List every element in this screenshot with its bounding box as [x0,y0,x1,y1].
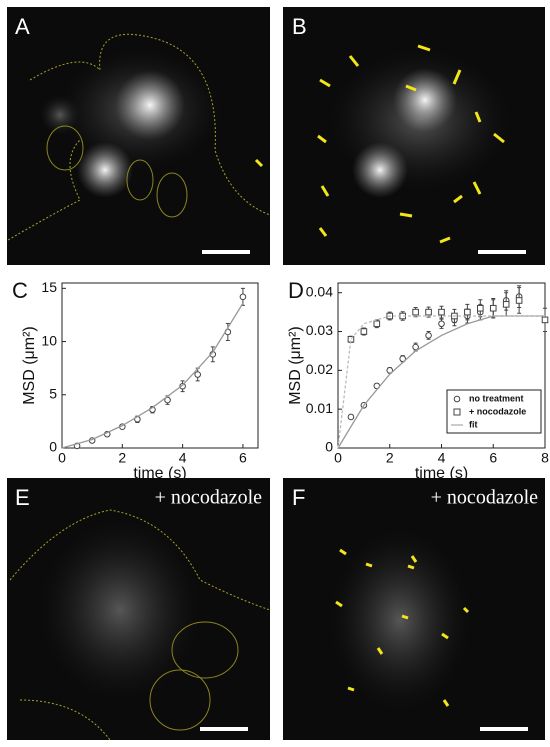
point [164,396,171,404]
y-tick-label: 0 [49,439,57,455]
y-axis-label: MSD (μm²) [21,326,38,405]
micrograph-e [7,478,271,741]
y-tick-label: 10 [41,332,57,348]
point [179,382,186,390]
panel-label: B [292,14,307,39]
point [541,316,549,324]
point [412,343,419,351]
x-tick-label: 6 [489,450,497,466]
point [194,371,201,378]
micrograph-f [283,478,545,740]
panel-label: F [292,485,305,510]
panel-label: E [15,485,30,510]
fit-line [337,315,545,449]
point [515,297,523,304]
legend [446,389,542,434]
x-axis-label: time (s) [415,465,468,482]
y-tick-label: 5 [49,385,57,401]
plot-frame [61,282,259,449]
point [425,308,432,316]
panel-label: A [15,14,30,39]
point [502,301,510,308]
point [425,332,432,339]
point [347,413,355,421]
point [438,308,445,316]
panel-label: C [12,278,28,303]
point [412,308,419,316]
micrograph-b [254,7,545,265]
legend-symbol [453,408,461,416]
point [360,328,368,335]
x-tick-label: 2 [118,450,126,466]
panel-label: D [288,278,304,303]
point [438,320,445,328]
treatment-label: + nocodazole [155,487,262,509]
legend-label: + nocodazole [469,406,526,416]
point [399,355,406,363]
treatment-label: + nocodazole [431,487,538,509]
y-tick-label: 0.01 [306,400,333,416]
micrograph-a [7,7,271,265]
point [373,320,381,328]
x-tick-label: 8 [541,450,549,466]
y-axis-label: MSD (μm²) [287,326,304,405]
y-tick-label: 0.02 [306,361,333,377]
legend-symbol [453,395,461,403]
y-tick-label: 15 [41,279,57,295]
y-tick-label: 0 [325,439,333,455]
point [239,293,247,301]
y-tick-label: 0.04 [306,283,333,299]
x-tick-label: 0 [334,450,342,466]
x-tick-label: 6 [239,450,247,466]
fit-line [61,302,244,449]
point [386,367,394,374]
x-tick-label: 4 [438,450,446,466]
point [477,304,484,312]
x-tick-label: 0 [58,450,66,466]
x-tick-label: 2 [386,450,394,466]
x-tick-label: 4 [179,450,187,466]
point [464,308,471,316]
y-tick-label: 0.03 [306,322,333,338]
x-axis-label: time (s) [133,465,186,482]
legend-label: no treatment [469,393,524,403]
point [489,304,497,312]
legend-label: fit [469,419,478,429]
